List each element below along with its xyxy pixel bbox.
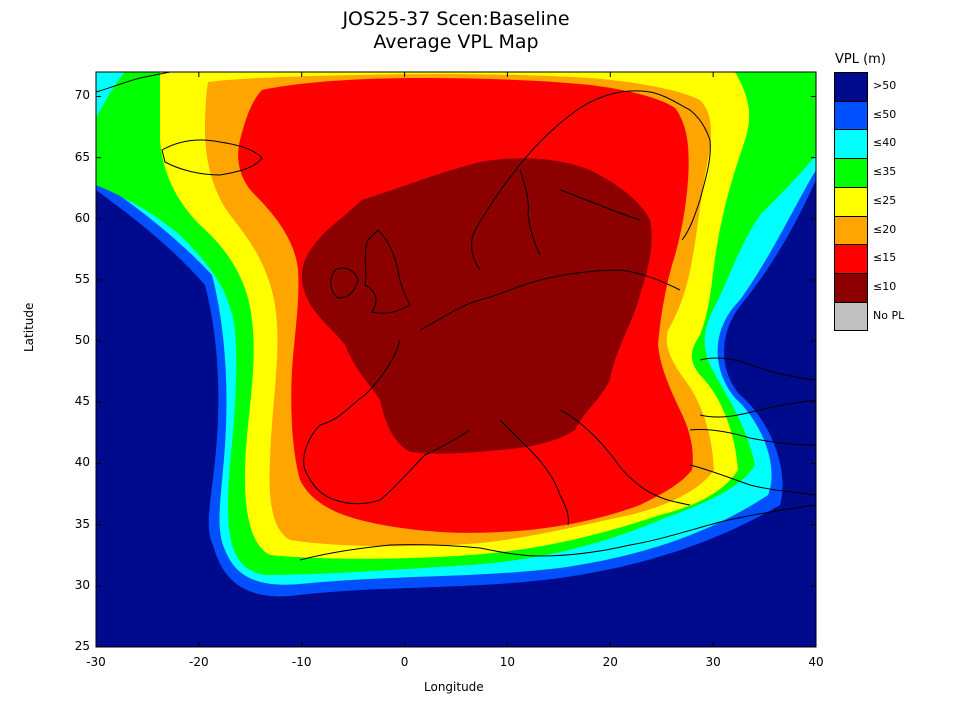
x-tick-label: 20 xyxy=(602,655,618,669)
y-tick-label: 70 xyxy=(74,88,90,103)
x-tick-label: -10 xyxy=(291,655,312,669)
map-title-line1: JOS25-37 Scen:Baseline xyxy=(342,8,570,30)
legend-item: ≤15 xyxy=(834,244,954,274)
legend-swatch xyxy=(834,244,868,274)
coastline-lines xyxy=(95,71,817,561)
legend-swatch xyxy=(834,301,868,332)
legend-label: ≤40 xyxy=(873,136,897,150)
legend-swatch xyxy=(834,129,868,160)
map-title-line2: Average VPL Map xyxy=(373,31,539,53)
legend-label: >50 xyxy=(873,79,897,92)
legend-item: No PL xyxy=(834,301,954,332)
x-tick-label: -20 xyxy=(189,655,209,669)
y-tick-label: 40 xyxy=(74,455,90,470)
y-axis-label: Latitude xyxy=(22,302,36,352)
legend-swatch xyxy=(834,272,868,303)
legend-item: ≤40 xyxy=(834,129,954,160)
legend-label: ≤35 xyxy=(873,165,897,179)
legend-item: ≤25 xyxy=(834,186,954,217)
y-tick-label: 60 xyxy=(74,210,90,225)
legend-item: >50 xyxy=(834,72,954,102)
legend-item: ≤35 xyxy=(834,158,954,188)
axis-ticks xyxy=(95,72,817,648)
legend-title: VPL (m) xyxy=(835,52,886,67)
x-tick-label: 0 xyxy=(400,655,409,669)
legend-swatch xyxy=(834,186,868,217)
legend-label: ≤10 xyxy=(873,279,897,293)
legend-label: No PL xyxy=(873,308,905,322)
y-tick-label: 55 xyxy=(74,271,90,286)
y-tick-label: 35 xyxy=(74,516,90,531)
x-tick-label: 40 xyxy=(808,655,824,669)
y-tick-label: 45 xyxy=(74,394,90,409)
legend-label: ≤15 xyxy=(873,251,897,265)
x-tick-label: 30 xyxy=(705,655,721,669)
x-axis-label: Longitude xyxy=(424,680,484,694)
y-tick-label: 50 xyxy=(74,333,90,348)
y-tick-label: 25 xyxy=(74,639,90,653)
y-tick-label: 30 xyxy=(74,577,90,592)
legend-swatch xyxy=(834,72,868,102)
x-tick-label: 10 xyxy=(499,655,516,669)
x-tick-label: -30 xyxy=(86,655,106,669)
legend-label: ≤50 xyxy=(873,107,897,121)
legend-swatch xyxy=(834,100,868,131)
legend-swatch xyxy=(834,158,868,188)
legend-label: ≤20 xyxy=(873,222,897,236)
band-le10 xyxy=(301,158,652,454)
legend-item: ≤50 xyxy=(834,100,954,131)
legend-label: ≤25 xyxy=(873,193,897,207)
plot-frame xyxy=(95,71,817,648)
legend-item: ≤20 xyxy=(834,215,954,246)
y-tick-label: 65 xyxy=(74,149,90,164)
legend-item: ≤10 xyxy=(834,272,954,303)
legend-swatch xyxy=(834,215,868,246)
